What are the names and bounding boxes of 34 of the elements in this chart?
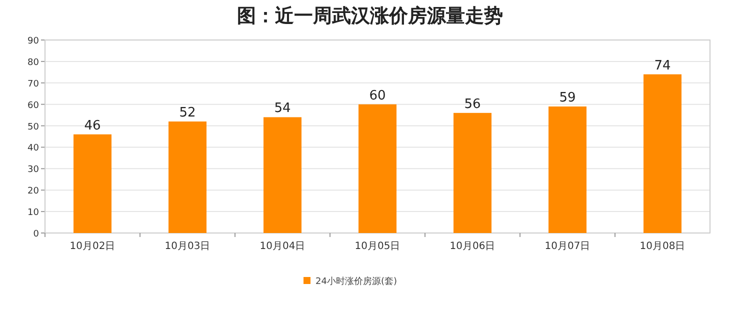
data-label: 54	[274, 101, 291, 116]
x-tick-label: 10月03日	[164, 241, 210, 252]
data-label: 74	[654, 58, 671, 74]
bar	[454, 112, 492, 233]
bar	[548, 106, 586, 233]
legend: 24小时涨价房源(套)	[304, 277, 397, 287]
y-tick-label: 70	[28, 79, 40, 90]
data-label: 46	[84, 118, 101, 134]
bar	[358, 104, 396, 233]
y-tick-label: 40	[28, 144, 40, 154]
y-tick-label: 10	[28, 208, 40, 218]
y-tick-label: 20	[28, 186, 40, 197]
y-tick-label: 60	[28, 100, 40, 111]
y-tick-label: 30	[28, 165, 40, 176]
x-tick-label: 10月08日	[640, 241, 686, 252]
y-tick-label: 50	[28, 122, 40, 132]
bar	[264, 117, 302, 233]
bar	[74, 134, 112, 233]
x-tick-label: 10月07日	[544, 241, 590, 252]
chart-title: 图：近一周武汉涨价房源量走势	[237, 5, 503, 27]
y-tick-label: 80	[28, 58, 40, 68]
legend-label: 24小时涨价房源(套)	[316, 276, 397, 287]
bar	[168, 121, 206, 233]
data-label: 60	[369, 88, 386, 104]
bar	[644, 74, 682, 233]
x-tick-label: 10月02日	[70, 241, 116, 252]
data-label: 59	[559, 90, 576, 106]
data-label: 52	[179, 105, 196, 120]
x-tick-label: 10月06日	[450, 241, 496, 252]
y-tick-label: 0	[33, 230, 40, 240]
y-tick-label: 90	[28, 36, 40, 46]
data-label: 56	[464, 96, 481, 112]
x-tick-label: 10月04日	[260, 241, 306, 252]
x-tick-label: 10月05日	[354, 241, 400, 252]
